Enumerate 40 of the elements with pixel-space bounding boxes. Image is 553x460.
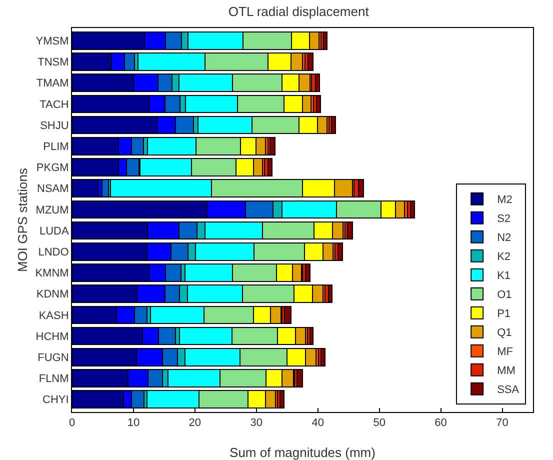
y-tick-label: MZUM <box>36 204 69 216</box>
y-tick-label: FUGN <box>38 352 69 364</box>
chart-title: OTL radial displacement <box>228 4 370 19</box>
legend-label: MF <box>497 346 514 358</box>
y-tick-label: SHJU <box>40 120 69 132</box>
legend-label: M2 <box>497 194 512 206</box>
x-tick-label: 10 <box>127 417 140 430</box>
x-tick-label: 30 <box>250 417 263 430</box>
y-tick-label: HCHM <box>36 330 69 343</box>
y-tick-label: KMNM <box>35 268 69 280</box>
y-tick-label: PLIM <box>43 141 69 153</box>
y-tick-label: CHYI <box>42 394 69 406</box>
y-tick-label: LUDA <box>39 225 70 238</box>
y-tick-label: TACH <box>40 98 69 111</box>
x-tick-label: 50 <box>373 417 386 430</box>
legend-label: K2 <box>497 251 511 264</box>
legend-label: SSA <box>497 384 520 396</box>
x-tick-label: 0 <box>68 417 76 430</box>
y-axis-title: MOI GPS stations <box>15 167 30 272</box>
legend-label: O1 <box>497 289 512 302</box>
legend-label: P1 <box>497 308 511 320</box>
legend-label: S2 <box>497 213 511 226</box>
y-tick-label: FLNM <box>38 373 69 386</box>
x-tick-label: 20 <box>188 417 202 430</box>
legend-label: K1 <box>497 270 511 282</box>
x-tick-label: 40 <box>312 417 324 430</box>
y-tick-label: NSAM <box>37 183 69 196</box>
y-tick-label: PKGM <box>36 162 69 174</box>
x-tick-label: 60 <box>434 417 447 430</box>
legend-label: Q1 <box>497 327 512 340</box>
x-tick-label: 70 <box>496 417 508 430</box>
y-tick-label: TNSM <box>38 56 69 69</box>
y-tick-label: KDNM <box>36 288 69 301</box>
y-tick-label: YMSM <box>36 36 69 48</box>
legend-label: N2 <box>497 232 512 244</box>
y-tick-label: TMAM <box>36 78 69 90</box>
y-tick-label: KASH <box>38 310 69 322</box>
legend-label: MM <box>497 365 516 378</box>
y-tick-label: LNDO <box>38 246 70 258</box>
x-axis-title: Sum of magnitudes (mm) <box>230 445 376 460</box>
